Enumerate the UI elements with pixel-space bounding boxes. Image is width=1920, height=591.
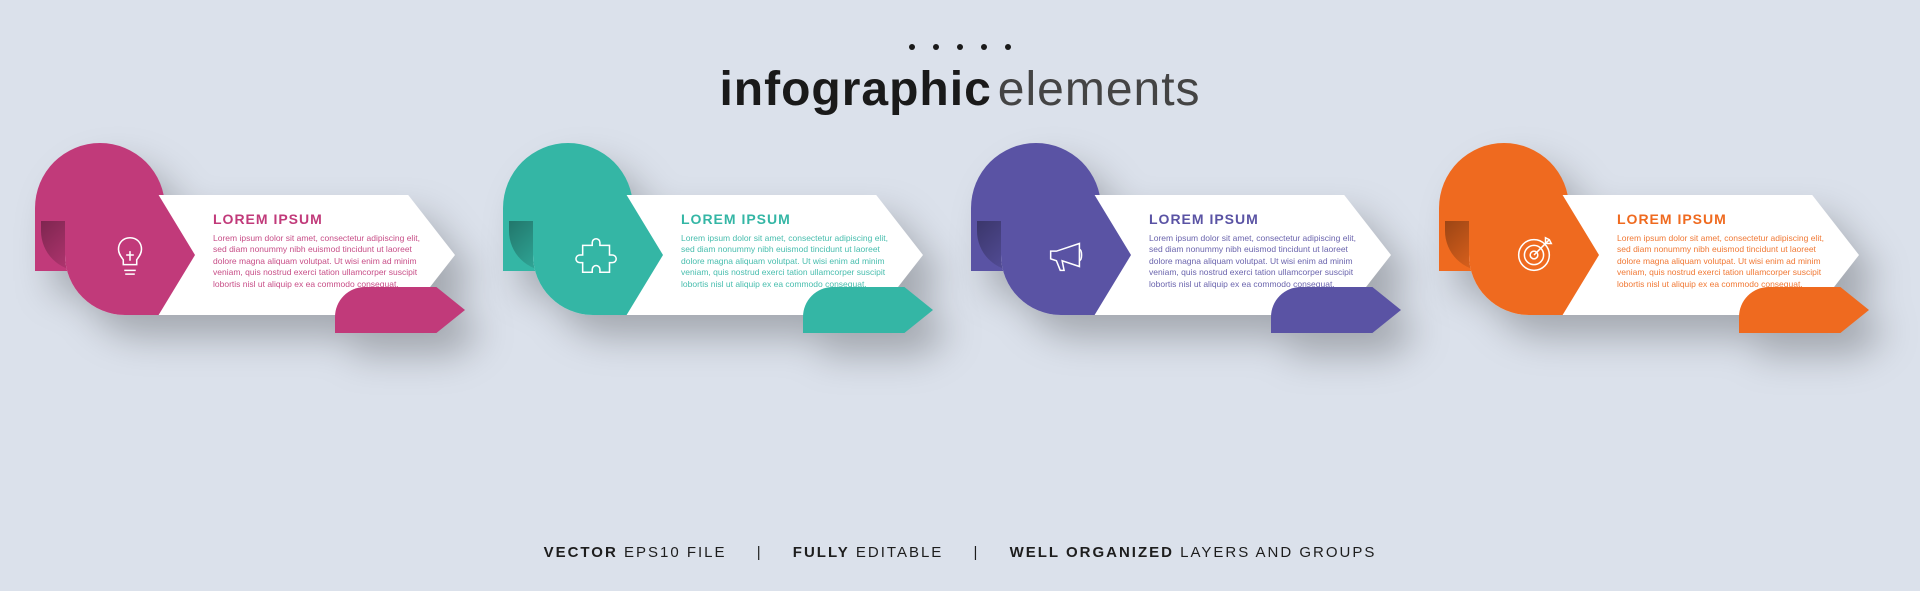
card-body-text: Lorem ipsum dolor sit amet, consectetur … [1149, 233, 1364, 290]
card-heading: LOREM IPSUM [681, 211, 896, 227]
card-heading: LOREM IPSUM [213, 211, 428, 227]
dot [933, 44, 939, 50]
card-corner [1271, 287, 1401, 333]
card-text: LOREM IPSUM Lorem ipsum dolor sit amet, … [1617, 211, 1832, 290]
info-card-1: LOREM IPSUM Lorem ipsum dolor sit amet, … [43, 177, 473, 347]
footer-seg1-bold: VECTOR [544, 544, 618, 561]
info-card-4: LOREM IPSUM Lorem ipsum dolor sit amet, … [1447, 177, 1877, 347]
cards-row: LOREM IPSUM Lorem ipsum dolor sit amet, … [0, 177, 1920, 347]
footer-seg2-rest: EDITABLE [850, 544, 944, 561]
puzzle-icon [575, 232, 621, 278]
card-body-text: Lorem ipsum dolor sit amet, consectetur … [213, 233, 428, 290]
card-heading: LOREM IPSUM [1149, 211, 1364, 227]
card-body-text: Lorem ipsum dolor sit amet, consectetur … [681, 233, 896, 290]
dot [1005, 44, 1011, 50]
card-corner [335, 287, 465, 333]
target-icon [1511, 232, 1557, 278]
card-corner [1739, 287, 1869, 333]
card-text: LOREM IPSUM Lorem ipsum dolor sit amet, … [1149, 211, 1364, 290]
dot [909, 44, 915, 50]
card-text: LOREM IPSUM Lorem ipsum dolor sit amet, … [681, 211, 896, 290]
footer-seg3-bold: WELL ORGANIZED [1010, 544, 1174, 561]
title-bold: infographic [719, 63, 991, 116]
footer-sep: | [757, 544, 763, 561]
info-card-3: LOREM IPSUM Lorem ipsum dolor sit amet, … [979, 177, 1409, 347]
megaphone-icon [1043, 232, 1089, 278]
page-title: infographicelements [0, 62, 1920, 117]
title-light: elements [998, 63, 1201, 116]
footer-seg1-rest: EPS10 FILE [618, 544, 727, 561]
footer-sep: | [974, 544, 980, 561]
dot [981, 44, 987, 50]
lightbulb-icon [107, 232, 153, 278]
footer-seg3-rest: LAYERS AND GROUPS [1174, 544, 1376, 561]
card-body-text: Lorem ipsum dolor sit amet, consectetur … [1617, 233, 1832, 290]
dot [957, 44, 963, 50]
footer-caption: VECTOR EPS10 FILE | FULLY EDITABLE | WEL… [0, 544, 1920, 561]
card-heading: LOREM IPSUM [1617, 211, 1832, 227]
card-corner [803, 287, 933, 333]
header-dots [0, 0, 1920, 50]
footer-seg2-bold: FULLY [793, 544, 850, 561]
info-card-2: LOREM IPSUM Lorem ipsum dolor sit amet, … [511, 177, 941, 347]
card-text: LOREM IPSUM Lorem ipsum dolor sit amet, … [213, 211, 428, 290]
